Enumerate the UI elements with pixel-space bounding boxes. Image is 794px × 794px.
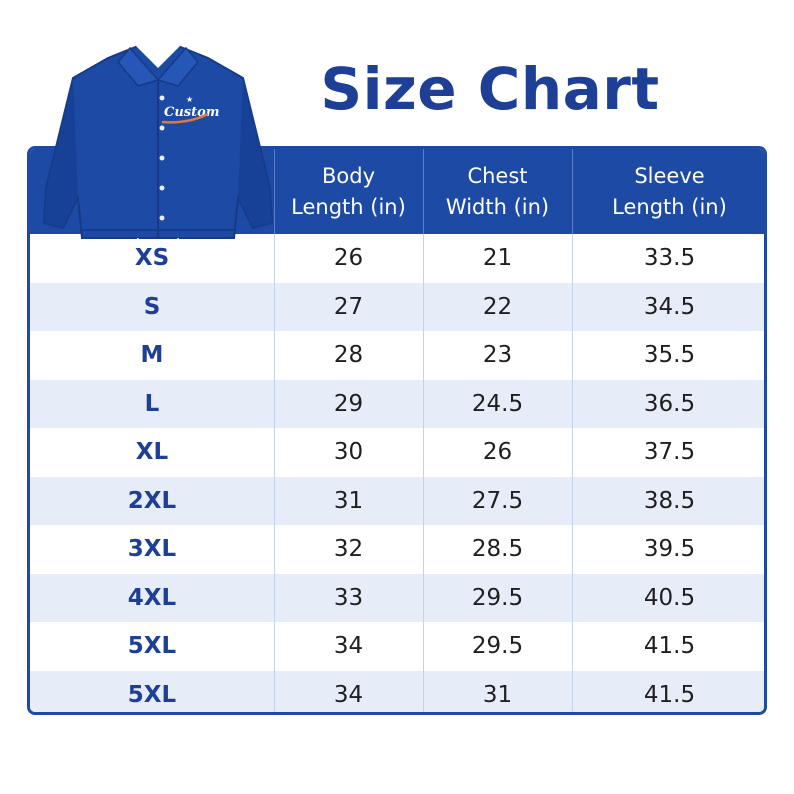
size-cell: XL <box>135 439 169 466</box>
jacket-collar-inner <box>136 42 180 68</box>
jacket-image: Custom ★ <box>42 42 274 248</box>
sleeve-length-cell: 33.5 <box>643 245 696 272</box>
size-cell: S <box>143 293 161 320</box>
jacket-collar-right <box>156 46 199 87</box>
size-cell: 2XL <box>127 487 177 514</box>
chest-width-cell: 29.5 <box>471 633 524 660</box>
header-divider <box>274 149 275 234</box>
size-cell: 5XL <box>127 681 177 708</box>
table-row: S 27 22 34.5 <box>30 282 764 331</box>
column-divider <box>274 234 275 712</box>
table-row: 2XL 31 27.5 38.5 <box>30 476 764 525</box>
chest-width-cell: 21 <box>482 245 513 272</box>
jacket-sleeve-shadow <box>44 78 78 228</box>
table-row: XL 30 26 37.5 <box>30 428 764 477</box>
body-length-cell: 28 <box>333 342 364 369</box>
body-length-cell: 33 <box>333 584 364 611</box>
size-cell: L <box>144 390 160 417</box>
chest-width-cell: 28.5 <box>471 536 524 563</box>
table-row: M 28 23 35.5 <box>30 331 764 380</box>
table-row: 5XL 34 31 41.5 <box>30 670 764 712</box>
size-cell: 3XL <box>127 536 177 563</box>
body-length-cell: 29 <box>333 390 364 417</box>
header-divider <box>572 149 573 234</box>
chest-width-cell: 24.5 <box>471 390 524 417</box>
header-sleeve-length: Sleeve Length (in) <box>612 163 727 219</box>
size-cell: XS <box>134 245 170 272</box>
sleeve-length-cell: 40.5 <box>643 584 696 611</box>
sleeve-length-cell: 38.5 <box>643 487 696 514</box>
column-divider <box>423 234 424 712</box>
header-divider <box>423 149 424 234</box>
column-divider <box>572 234 573 712</box>
table-row: L 29 24.5 36.5 <box>30 379 764 428</box>
chest-width-cell: 29.5 <box>471 584 524 611</box>
body-length-cell: 32 <box>333 536 364 563</box>
size-cell: M <box>140 342 164 369</box>
table-row: XS 26 21 33.5 <box>30 234 764 283</box>
body-length-cell: 27 <box>333 293 364 320</box>
body-length-cell: 31 <box>333 487 364 514</box>
size-cell: 4XL <box>127 584 177 611</box>
jacket-sleeve-shadow <box>238 78 272 228</box>
chest-width-cell: 31 <box>482 681 513 708</box>
sleeve-length-cell: 37.5 <box>643 439 696 466</box>
table-row: 5XL 34 29.5 41.5 <box>30 622 764 671</box>
sleeve-length-cell: 36.5 <box>643 390 696 417</box>
body-length-cell: 34 <box>333 633 364 660</box>
chest-width-cell: 26 <box>482 439 513 466</box>
sleeve-length-cell: 41.5 <box>643 633 696 660</box>
jacket-drawcord <box>132 237 185 248</box>
sleeve-length-cell: 34.5 <box>643 293 696 320</box>
jacket-buttons <box>159 95 165 221</box>
sleeve-length-cell: 35.5 <box>643 342 696 369</box>
chest-width-cell: 22 <box>482 293 513 320</box>
sleeve-length-cell: 41.5 <box>643 681 696 708</box>
jacket-logo: Custom ★ <box>161 95 220 124</box>
table-row: 3XL 32 28.5 39.5 <box>30 525 764 574</box>
jacket-collar-left <box>117 46 160 87</box>
table-row: 4XL 33 29.5 40.5 <box>30 573 764 622</box>
chest-width-cell: 23 <box>482 342 513 369</box>
body-length-cell: 26 <box>333 245 364 272</box>
page-title: Size Chart <box>320 55 660 123</box>
size-cell: 5XL <box>127 633 177 660</box>
header-chest-width: Chest Width (in) <box>445 163 550 219</box>
sleeve-length-cell: 39.5 <box>643 536 696 563</box>
body-length-cell: 30 <box>333 439 364 466</box>
body-length-cell: 34 <box>333 681 364 708</box>
header-body-length: Body Length (in) <box>291 163 406 219</box>
svg-text:Custom: Custom <box>164 105 220 120</box>
chest-width-cell: 27.5 <box>471 487 524 514</box>
svg-text:★: ★ <box>186 95 193 104</box>
table-body: XS 26 21 33.5 S 27 22 34.5 M 28 23 35.5 L 29 24.5 36.5 X… <box>30 234 764 712</box>
